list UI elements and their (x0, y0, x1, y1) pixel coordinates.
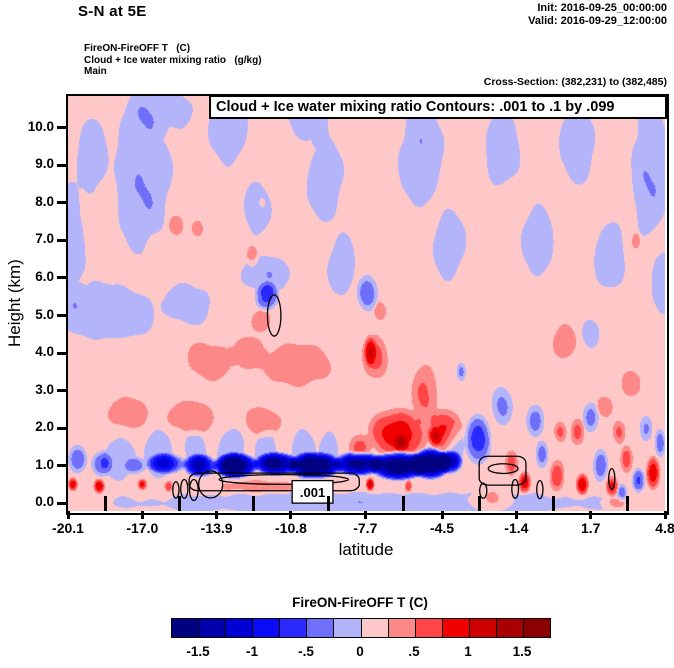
x-tick-label: -7.7 (353, 520, 378, 536)
x-tick-label: -13.9 (200, 520, 233, 536)
y-axis-label: Height (km) (5, 259, 24, 348)
page-title: S-N at 5E (78, 3, 147, 20)
init-timestamp: Init: 2016-09-25_00:00:00 (537, 2, 667, 14)
colorbar-title: FireON-FireOFF T (C) (292, 595, 428, 610)
colorbar-cell (334, 619, 362, 637)
colorbar-cell (415, 619, 443, 637)
colorbar-cell (469, 619, 497, 637)
x-tick-label: -1.4 (504, 520, 529, 536)
x-tick-label: 1.7 (580, 520, 601, 536)
colorbar-tick-label: 1.5 (512, 644, 532, 659)
x-tick-label: -20.1 (52, 520, 84, 536)
x-tick-label: -17.0 (126, 520, 159, 536)
variable-legend: FireON-FireOFF T (C) Cloud + Ice water m… (84, 43, 262, 78)
legend-line-difference-field: FireON-FireOFF T (C) (84, 43, 191, 54)
plot-frame (66, 94, 669, 515)
colorbar-cell (496, 619, 525, 637)
colorbar-cell (442, 619, 470, 637)
x-tick-label: -4.5 (429, 520, 455, 536)
colorbar-cell (280, 619, 308, 637)
x-axis-label: latitude (338, 540, 394, 559)
run-times: Init: 2016-09-25_00:00:00 Valid: 2016-09… (380, 2, 667, 28)
colorbar-tick-label: -.5 (298, 644, 314, 659)
colorbar-tick-label: -1 (245, 644, 258, 659)
filled-contour-field-canvas (68, 96, 665, 511)
colorbar-cell (524, 619, 551, 637)
x-tick-label: 4.8 (655, 520, 674, 536)
colorbar-tick-label: -1.5 (186, 644, 210, 659)
colorbar-tick-label: 0 (356, 644, 364, 659)
colorbar-cell (226, 619, 254, 637)
colorbar-cell (253, 619, 281, 637)
legend-line-contour-field: Cloud + Ice water mixing ratio (g/kg) (84, 54, 262, 66)
legend-line-grid: Main (84, 66, 107, 77)
colorbar-cell (307, 619, 335, 637)
colorbar-cell (199, 619, 227, 637)
colorbar-cell (172, 619, 200, 637)
colorbar-cell (388, 619, 416, 637)
colorbar (171, 618, 551, 638)
contour-info-box: Cloud + Ice water mixing ratio Contours:… (209, 95, 667, 119)
cross-section-label: Cross-Section: (382,231) to (382,485) (483, 76, 667, 88)
x-tick-label: -10.8 (275, 520, 307, 536)
colorbar-tick-label: .5 (408, 644, 420, 659)
colorbar-tick-label: 1 (464, 644, 472, 659)
valid-timestamp: Valid: 2016-09-29_12:00:00 (528, 15, 667, 27)
colorbar-cell (361, 619, 389, 637)
